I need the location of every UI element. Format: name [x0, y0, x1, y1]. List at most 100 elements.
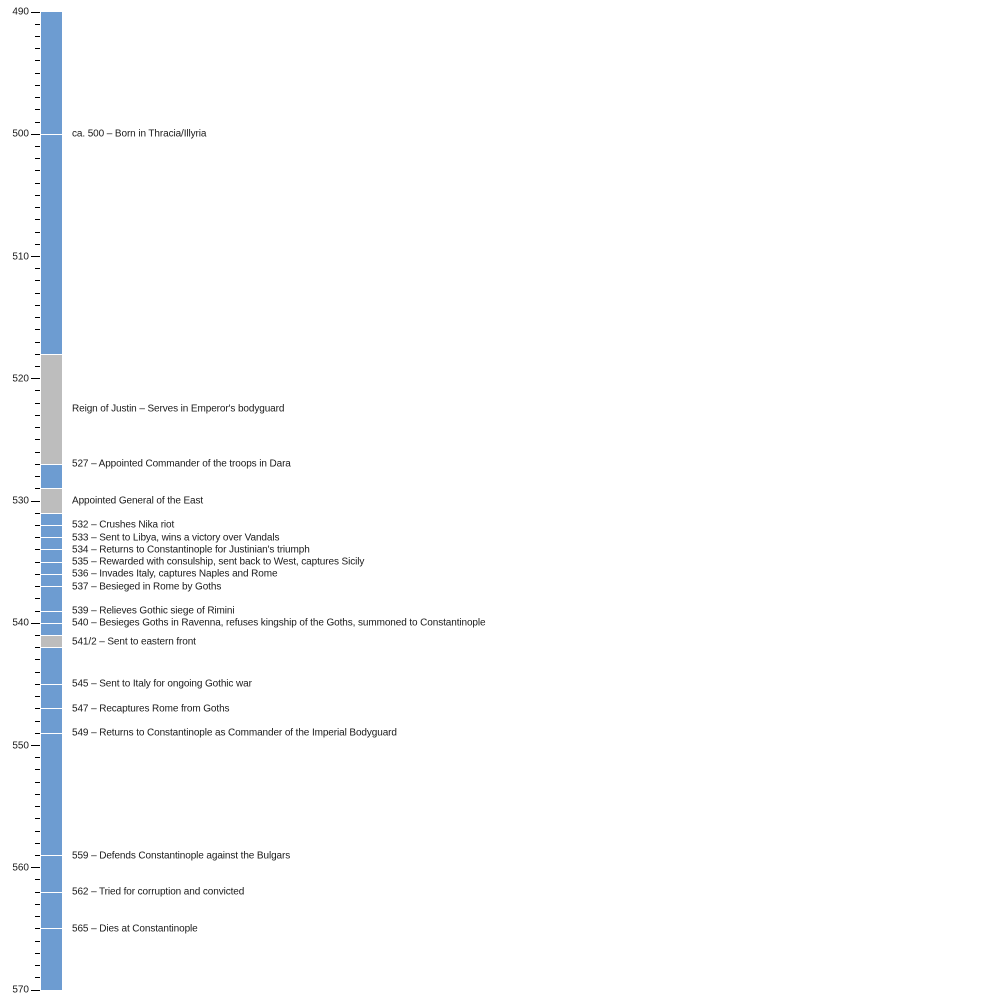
segment-separator: [40, 683, 62, 685]
segment-separator: [40, 561, 62, 563]
timeline-segment-active: [40, 733, 62, 856]
event-label: Reign of Justin – Serves in Emperor's bo…: [72, 403, 285, 415]
y-axis-major-tick: [31, 11, 40, 13]
y-axis-minor-tick: [34, 818, 40, 820]
y-axis-major-tick: [31, 989, 40, 991]
y-axis-minor-tick: [34, 414, 40, 416]
y-axis-minor-tick: [34, 659, 40, 661]
segment-separator: [40, 549, 62, 551]
y-axis-minor-tick: [34, 549, 40, 551]
y-axis-minor-tick: [34, 940, 40, 942]
y-axis-major-tick: [31, 378, 40, 380]
y-axis-minor-tick: [34, 610, 40, 612]
y-axis-minor-tick: [34, 463, 40, 465]
y-axis-minor-tick: [34, 965, 40, 967]
y-axis-major-tick: [31, 622, 40, 624]
y-axis-minor-tick: [34, 84, 40, 86]
event-label: 532 – Crushes Nika riot: [72, 519, 175, 531]
y-axis-minor-tick: [34, 366, 40, 368]
y-axis-minor-tick: [34, 916, 40, 918]
event-label: 549 – Returns to Constantinople as Comma…: [72, 727, 397, 739]
segment-separator: [40, 573, 62, 575]
event-label: 562 – Tried for corruption and convicted: [72, 886, 245, 898]
segment-separator: [40, 133, 62, 135]
y-axis-minor-tick: [34, 451, 40, 453]
event-label: 559 – Defends Constantinople against the…: [72, 850, 291, 862]
y-axis-minor-tick: [34, 402, 40, 404]
y-axis-minor-tick: [34, 341, 40, 343]
y-axis-minor-tick: [34, 158, 40, 160]
timeline-segment-active: [40, 892, 62, 929]
y-axis-minor-tick: [34, 109, 40, 111]
y-axis-minor-tick: [34, 903, 40, 905]
segment-separator: [40, 732, 62, 734]
y-axis-tick-label: 490: [12, 6, 29, 18]
y-axis-minor-tick: [34, 329, 40, 331]
timeline-segment-active: [40, 549, 62, 563]
y-axis-minor-tick: [34, 72, 40, 74]
event-label: 539 – Relieves Gothic siege of Rimini: [72, 605, 235, 617]
segment-separator: [40, 708, 62, 710]
segment-separator: [40, 610, 62, 612]
y-axis-minor-tick: [34, 879, 40, 881]
y-axis-minor-tick: [34, 757, 40, 759]
y-axis-minor-tick: [34, 598, 40, 600]
event-label: 545 – Sent to Italy for ongoing Gothic w…: [72, 678, 252, 690]
event-label: 535 – Rewarded with consulship, sent bac…: [72, 556, 365, 568]
y-axis-major-tick: [31, 867, 40, 869]
y-axis-minor-tick: [34, 647, 40, 649]
y-axis-minor-tick: [34, 97, 40, 99]
y-axis-tick-label: 570: [12, 984, 29, 996]
timeline-segment-active: [40, 574, 62, 587]
y-axis-major-tick: [31, 745, 40, 746]
y-axis-minor-tick: [34, 573, 40, 575]
y-axis-minor-tick: [34, 708, 40, 710]
event-label: 537 – Besieged in Rome by Goths: [72, 581, 222, 593]
timeline-segment-active: [40, 12, 62, 135]
timeline-segment-inactive: [40, 354, 62, 465]
event-label: 565 – Dies at Constantinople: [72, 923, 198, 935]
segment-separator: [40, 537, 62, 539]
event-label: 533 – Sent to Libya, wins a victory over…: [72, 532, 280, 544]
timeline-segment-active: [40, 525, 62, 538]
segment-separator: [40, 647, 62, 649]
y-axis-minor-tick: [34, 488, 40, 490]
y-axis-major-tick: [31, 256, 40, 257]
y-axis-minor-tick: [34, 671, 40, 673]
y-axis-minor-tick: [34, 720, 40, 722]
event-label: Appointed General of the East: [72, 495, 204, 507]
timeline-segment-inactive: [40, 635, 62, 648]
y-axis-tick-label: 530: [12, 495, 29, 507]
y-axis-minor-tick: [34, 952, 40, 954]
event-label: 547 – Recaptures Rome from Goths: [72, 703, 230, 715]
segment-separator: [40, 891, 62, 893]
timeline-segment-active: [40, 537, 62, 550]
y-axis-tick-label: 500: [12, 128, 29, 140]
y-axis-minor-tick: [34, 121, 40, 123]
timeline-segment-active: [40, 684, 62, 709]
y-axis-minor-tick: [34, 683, 40, 685]
y-axis-minor-tick: [34, 23, 40, 25]
y-axis-minor-tick: [34, 182, 40, 184]
timeline-segment-active: [40, 855, 62, 893]
y-axis-minor-tick: [34, 48, 40, 50]
segment-separator: [40, 634, 62, 636]
y-axis-minor-tick: [34, 390, 40, 392]
y-axis-minor-tick: [34, 891, 40, 893]
timeline-segment-inactive: [40, 488, 62, 514]
segment-separator: [40, 586, 62, 588]
y-axis-minor-tick: [34, 439, 40, 441]
event-label: 540 – Besieges Goths in Ravenna, refuses…: [72, 617, 486, 629]
timeline-segment-active: [40, 513, 62, 526]
y-axis-tick-label: 550: [12, 740, 29, 751]
timeline-segment-active: [40, 586, 62, 611]
y-axis-minor-tick: [34, 806, 40, 808]
y-axis-minor-tick: [34, 732, 40, 734]
y-axis-minor-tick: [34, 634, 40, 636]
y-axis-minor-tick: [34, 524, 40, 526]
timeline-segment-active: [40, 623, 62, 636]
segment-separator: [40, 353, 62, 355]
y-axis-tick-label: 560: [12, 862, 29, 874]
y-axis-minor-tick: [34, 194, 40, 196]
